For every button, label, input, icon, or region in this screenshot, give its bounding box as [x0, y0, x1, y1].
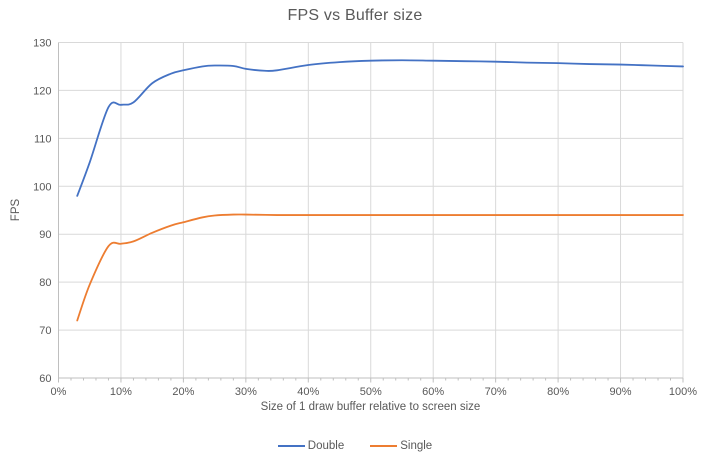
y-tick-label: 60: [39, 373, 51, 385]
legend-label-single: Single: [400, 440, 433, 452]
y-axis-title: FPS: [10, 198, 22, 222]
x-tick-label: 80%: [547, 386, 569, 398]
x-tick-label: 100%: [669, 386, 697, 398]
legend-swatch-single: [370, 445, 398, 447]
y-tick-label: 130: [33, 38, 51, 50]
legend: Double Single: [0, 440, 710, 452]
x-tick-label: 10%: [110, 386, 132, 398]
x-tick-label: 30%: [235, 386, 257, 398]
series-line-single: [76, 213, 684, 322]
y-tick-label: 70: [39, 325, 51, 337]
legend-label-double: Double: [307, 440, 345, 452]
x-tick-label: 20%: [172, 386, 194, 398]
x-axis-ticks: [58, 378, 684, 383]
x-tick-label: 70%: [485, 386, 507, 398]
x-tick-label: 40%: [297, 386, 319, 398]
x-axis-title: Size of 1 draw buffer relative to screen…: [260, 401, 481, 413]
x-tick-labels: 0% 10% 20% 30% 40% 50% 60% 70% 80% 90% 100%: [51, 386, 698, 398]
y-tick-label: 80: [39, 277, 51, 289]
y-tick-label: 120: [33, 85, 51, 97]
chart-title: FPS vs Buffer size: [287, 7, 423, 24]
legend-item-single: Single: [370, 440, 432, 452]
x-tick-label: 0%: [51, 386, 67, 398]
legend-item-double: Double: [277, 440, 345, 452]
series-lines: [76, 59, 684, 322]
y-tick-label: 90: [39, 229, 51, 241]
series-line-double: [76, 59, 684, 197]
y-tick-label: 100: [33, 181, 51, 193]
legend-swatch-double: [277, 445, 305, 447]
x-tick-label: 50%: [360, 386, 382, 398]
x-tick-label: 90%: [610, 386, 632, 398]
gridlines: [58, 42, 684, 379]
x-tick-label: 60%: [422, 386, 444, 398]
y-tick-label: 110: [34, 133, 52, 145]
y-tick-labels: 60 70 80 90 100 110 120 130: [33, 38, 51, 386]
